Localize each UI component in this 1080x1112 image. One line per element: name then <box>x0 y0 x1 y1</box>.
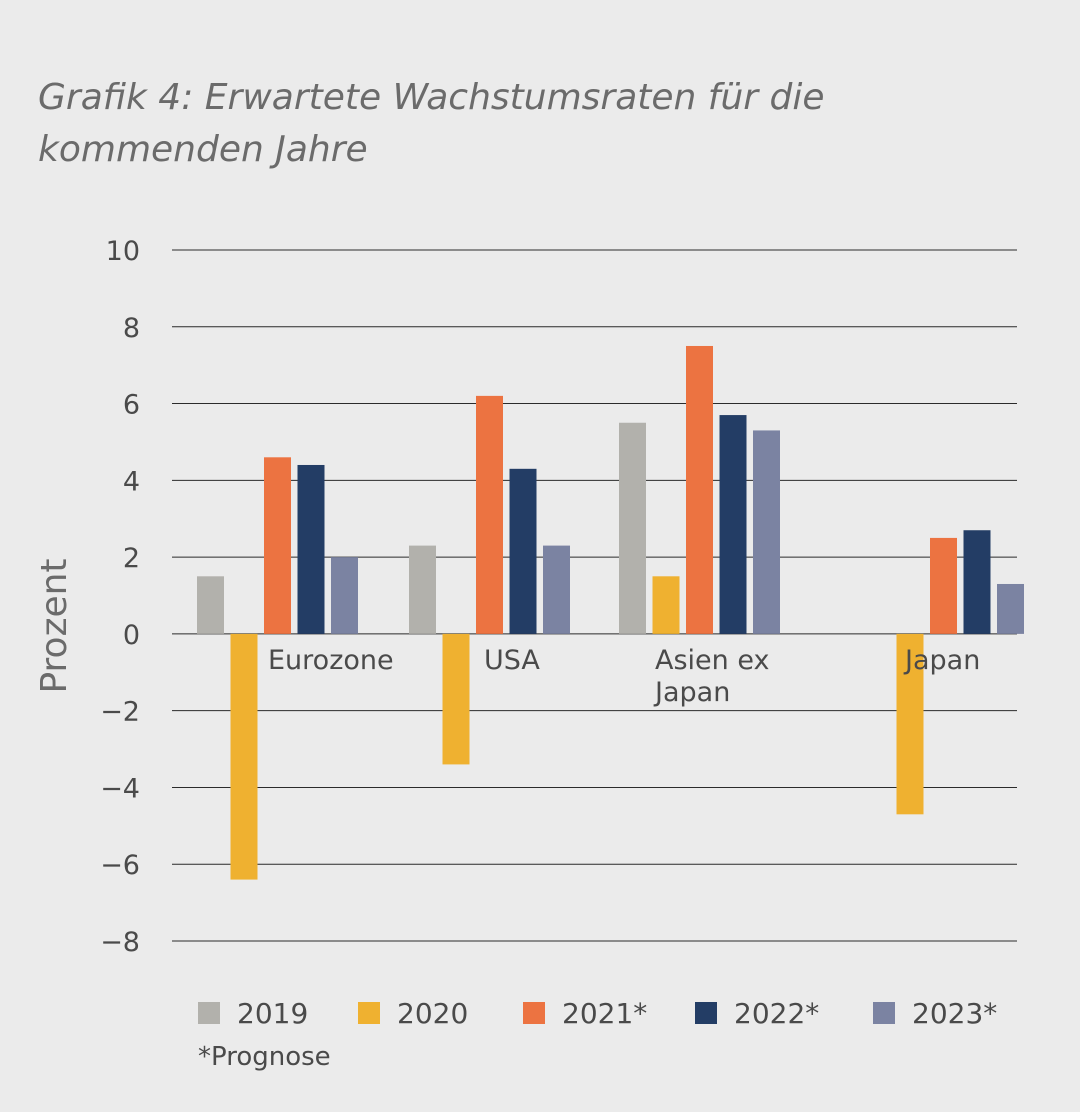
legend-swatch <box>523 1002 545 1024</box>
legend-swatch <box>873 1002 895 1024</box>
y-axis-title: Prozent <box>34 558 75 693</box>
y-tick-label: −4 <box>100 773 140 804</box>
legend-label: 2022* <box>734 996 820 1030</box>
bar-2019-asien-ex-japan <box>619 422 646 634</box>
bar-2023-usa <box>543 545 570 634</box>
category-label: Japan <box>903 645 980 676</box>
bar-2020-eurozone <box>230 633 258 880</box>
bar-2021-japan <box>930 537 957 634</box>
bar-2019-eurozone <box>197 576 224 634</box>
bar-2022-usa <box>509 468 537 634</box>
bar-2023-japan <box>997 583 1024 634</box>
y-tick-label: 8 <box>123 313 140 344</box>
legend-label: 2019 <box>237 996 309 1030</box>
legend-item: 2021* <box>523 993 647 1033</box>
bar-2019-usa <box>409 545 436 634</box>
legend-item: 2019 <box>198 993 308 1033</box>
category-label: Japan <box>653 677 730 708</box>
bar-2021-asien-ex-japan <box>686 345 713 634</box>
bar-2023-asien-ex-japan <box>753 430 780 634</box>
bar-2021-eurozone <box>264 457 291 634</box>
legend-item: 2023* <box>873 993 997 1033</box>
y-tick-label: 2 <box>123 543 140 574</box>
forecast-footnote: *Prognose <box>198 1042 331 1072</box>
chart-title-line-2: kommenden Jahre <box>38 129 368 170</box>
y-tick-label: 0 <box>123 620 140 651</box>
category-label: Eurozone <box>268 645 394 676</box>
legend-label: 2020 <box>397 996 469 1030</box>
legend-item: 2022* <box>695 993 819 1033</box>
bar-2020-asien-ex-japan <box>652 576 680 634</box>
bar-2022-asien-ex-japan <box>719 415 747 634</box>
y-tick-label: −6 <box>100 850 140 881</box>
y-tick-label: 4 <box>123 466 140 497</box>
chart-legend: 2019 2020 2021* 2022* 2023* <box>198 993 1058 1033</box>
category-label: USA <box>484 645 540 676</box>
bar-2020-usa <box>442 633 470 765</box>
legend-swatch <box>695 1002 717 1024</box>
bar-2021-usa <box>476 395 503 634</box>
y-tick-label: 10 <box>106 236 140 267</box>
legend-label: 2023* <box>912 996 998 1030</box>
legend-swatch <box>198 1002 220 1024</box>
bar-2023-eurozone <box>331 557 358 634</box>
category-label: Asien ex <box>655 645 769 676</box>
y-tick-label: −2 <box>100 697 140 728</box>
y-tick-label: −8 <box>100 927 140 958</box>
chart-title: Grafik 4: Erwartete Wachstumsraten für d… <box>38 72 1038 176</box>
legend-item: 2020 <box>358 993 468 1033</box>
chart-title-line-1: Grafik 4: Erwartete Wachstumsraten für d… <box>38 77 825 118</box>
y-tick-label: 6 <box>123 390 140 421</box>
bar-2022-eurozone <box>297 464 325 634</box>
bar-2022-japan <box>963 530 991 634</box>
legend-swatch <box>358 1002 380 1024</box>
legend-label: 2021* <box>562 996 648 1030</box>
bar-2020-japan <box>896 633 924 815</box>
